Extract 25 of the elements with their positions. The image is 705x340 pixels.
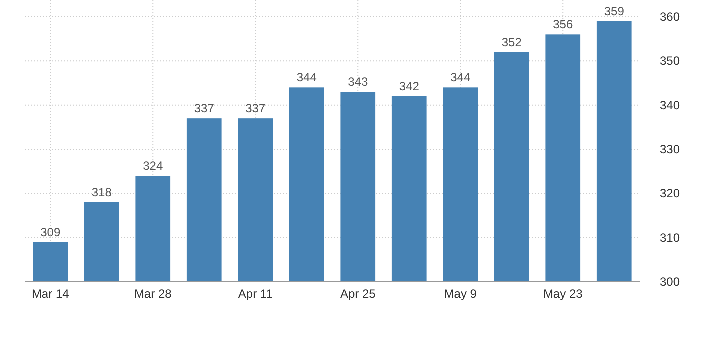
y-tick-label: 340 [660,98,680,112]
data-label: 337 [194,102,215,116]
y-tick-label: 310 [660,230,680,245]
data-label: 352 [502,35,522,50]
x-tick-label: Mar 28 [134,287,172,301]
y-tick-label: 350 [660,54,680,68]
data-label: 344 [450,70,471,85]
y-tick-label: 330 [660,142,680,156]
data-label: 343 [348,75,368,90]
data-label: 342 [399,80,420,94]
y-tick-label: 360 [660,10,680,24]
x-tick-label: May 9 [444,287,478,301]
data-label: 337 [246,102,266,116]
data-label: 359 [604,4,625,18]
x-tick-label: May 23 [543,287,584,301]
data-label: 344 [296,70,318,85]
data-label: 318 [92,186,112,200]
y-tick-label: 320 [660,186,680,201]
data-label: 309 [40,225,61,240]
x-tick-label: Apr 11 [238,287,274,301]
x-tick-label: Apr 25 [340,287,376,301]
data-label: 324 [143,159,164,173]
data-label: 356 [553,18,574,32]
x-tick-label: Mar 14 [32,287,70,301]
y-tick-label: 300 [660,275,680,289]
